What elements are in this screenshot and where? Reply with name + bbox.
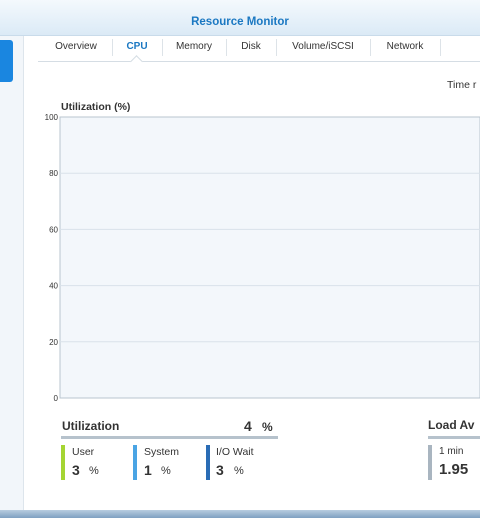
cpu-utilization-chart: 0 20 40 60 80 100	[45, 113, 480, 403]
iowait-unit: %	[234, 465, 244, 477]
tab-network[interactable]: Network	[386, 41, 424, 52]
iowait-value: 3	[216, 462, 224, 478]
tab-memory[interactable]: Memory	[175, 41, 213, 52]
load-average-title: Load Av	[428, 418, 475, 432]
y-tick-label-60: 60	[49, 225, 58, 234]
sidebar	[0, 36, 24, 510]
user-label: User	[72, 446, 95, 458]
tab-cpu[interactable]: CPU	[126, 41, 148, 52]
window-bottom-edge	[0, 510, 480, 518]
window-title: Resource Monitor	[191, 16, 289, 28]
load-average-underline	[428, 436, 480, 439]
user-value: 3	[72, 462, 80, 478]
user-unit: %	[89, 465, 99, 477]
tab-divider	[276, 39, 277, 56]
tab-volume-iscsi[interactable]: Volume/iSCSI	[292, 41, 354, 52]
system-value: 1	[144, 462, 152, 478]
system-unit: %	[161, 465, 171, 477]
tab-divider	[440, 39, 441, 56]
system-label: System	[144, 446, 180, 458]
plot-area	[59, 116, 480, 399]
y-tick-label-0: 0	[54, 394, 59, 403]
utilization-title: Utilization	[62, 419, 120, 433]
time-range-label: Time r	[447, 79, 477, 91]
tab-bar: Overview CPU Memory Disk Volume/iSCSI Ne…	[38, 36, 480, 62]
tab-divider	[370, 39, 371, 56]
load-1min-label: 1 min	[439, 446, 464, 457]
sidebar-selected-item[interactable]	[0, 40, 13, 82]
tab-divider	[226, 39, 227, 56]
load-1min-value: 1.95	[439, 461, 469, 478]
y-tick-label-20: 20	[49, 338, 58, 347]
tab-disk[interactable]: Disk	[241, 41, 261, 52]
tab-overview[interactable]: Overview	[55, 41, 97, 52]
iowait-color-bar	[206, 445, 210, 480]
window-titlebar[interactable]: Resource Monitor	[0, 0, 480, 36]
utilization-total-value: 4	[244, 418, 252, 434]
utilization-total-unit: %	[262, 420, 273, 434]
tab-divider	[162, 39, 163, 56]
iowait-label: I/O Wait	[216, 446, 254, 458]
load-1min-color-bar	[428, 445, 432, 480]
user-color-bar	[61, 445, 65, 480]
system-color-bar	[133, 445, 137, 480]
y-tick-label-100: 100	[45, 113, 59, 122]
chart-title: Utilization (%)	[61, 101, 131, 113]
y-tick-label-80: 80	[49, 169, 58, 178]
utilization-underline	[61, 436, 278, 439]
y-tick-label-40: 40	[49, 282, 58, 291]
tab-divider	[112, 39, 113, 56]
